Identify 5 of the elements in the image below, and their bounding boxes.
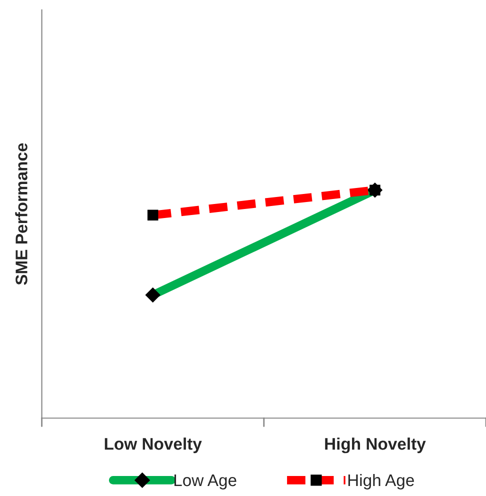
legend-label: High Age [348, 474, 414, 490]
x-tick-label: Low Novelty [104, 438, 202, 454]
legend-label: Low Age [174, 474, 236, 490]
y-axis-title: SME Performance [15, 143, 28, 285]
x-tick-label: High Novelty [325, 438, 426, 454]
